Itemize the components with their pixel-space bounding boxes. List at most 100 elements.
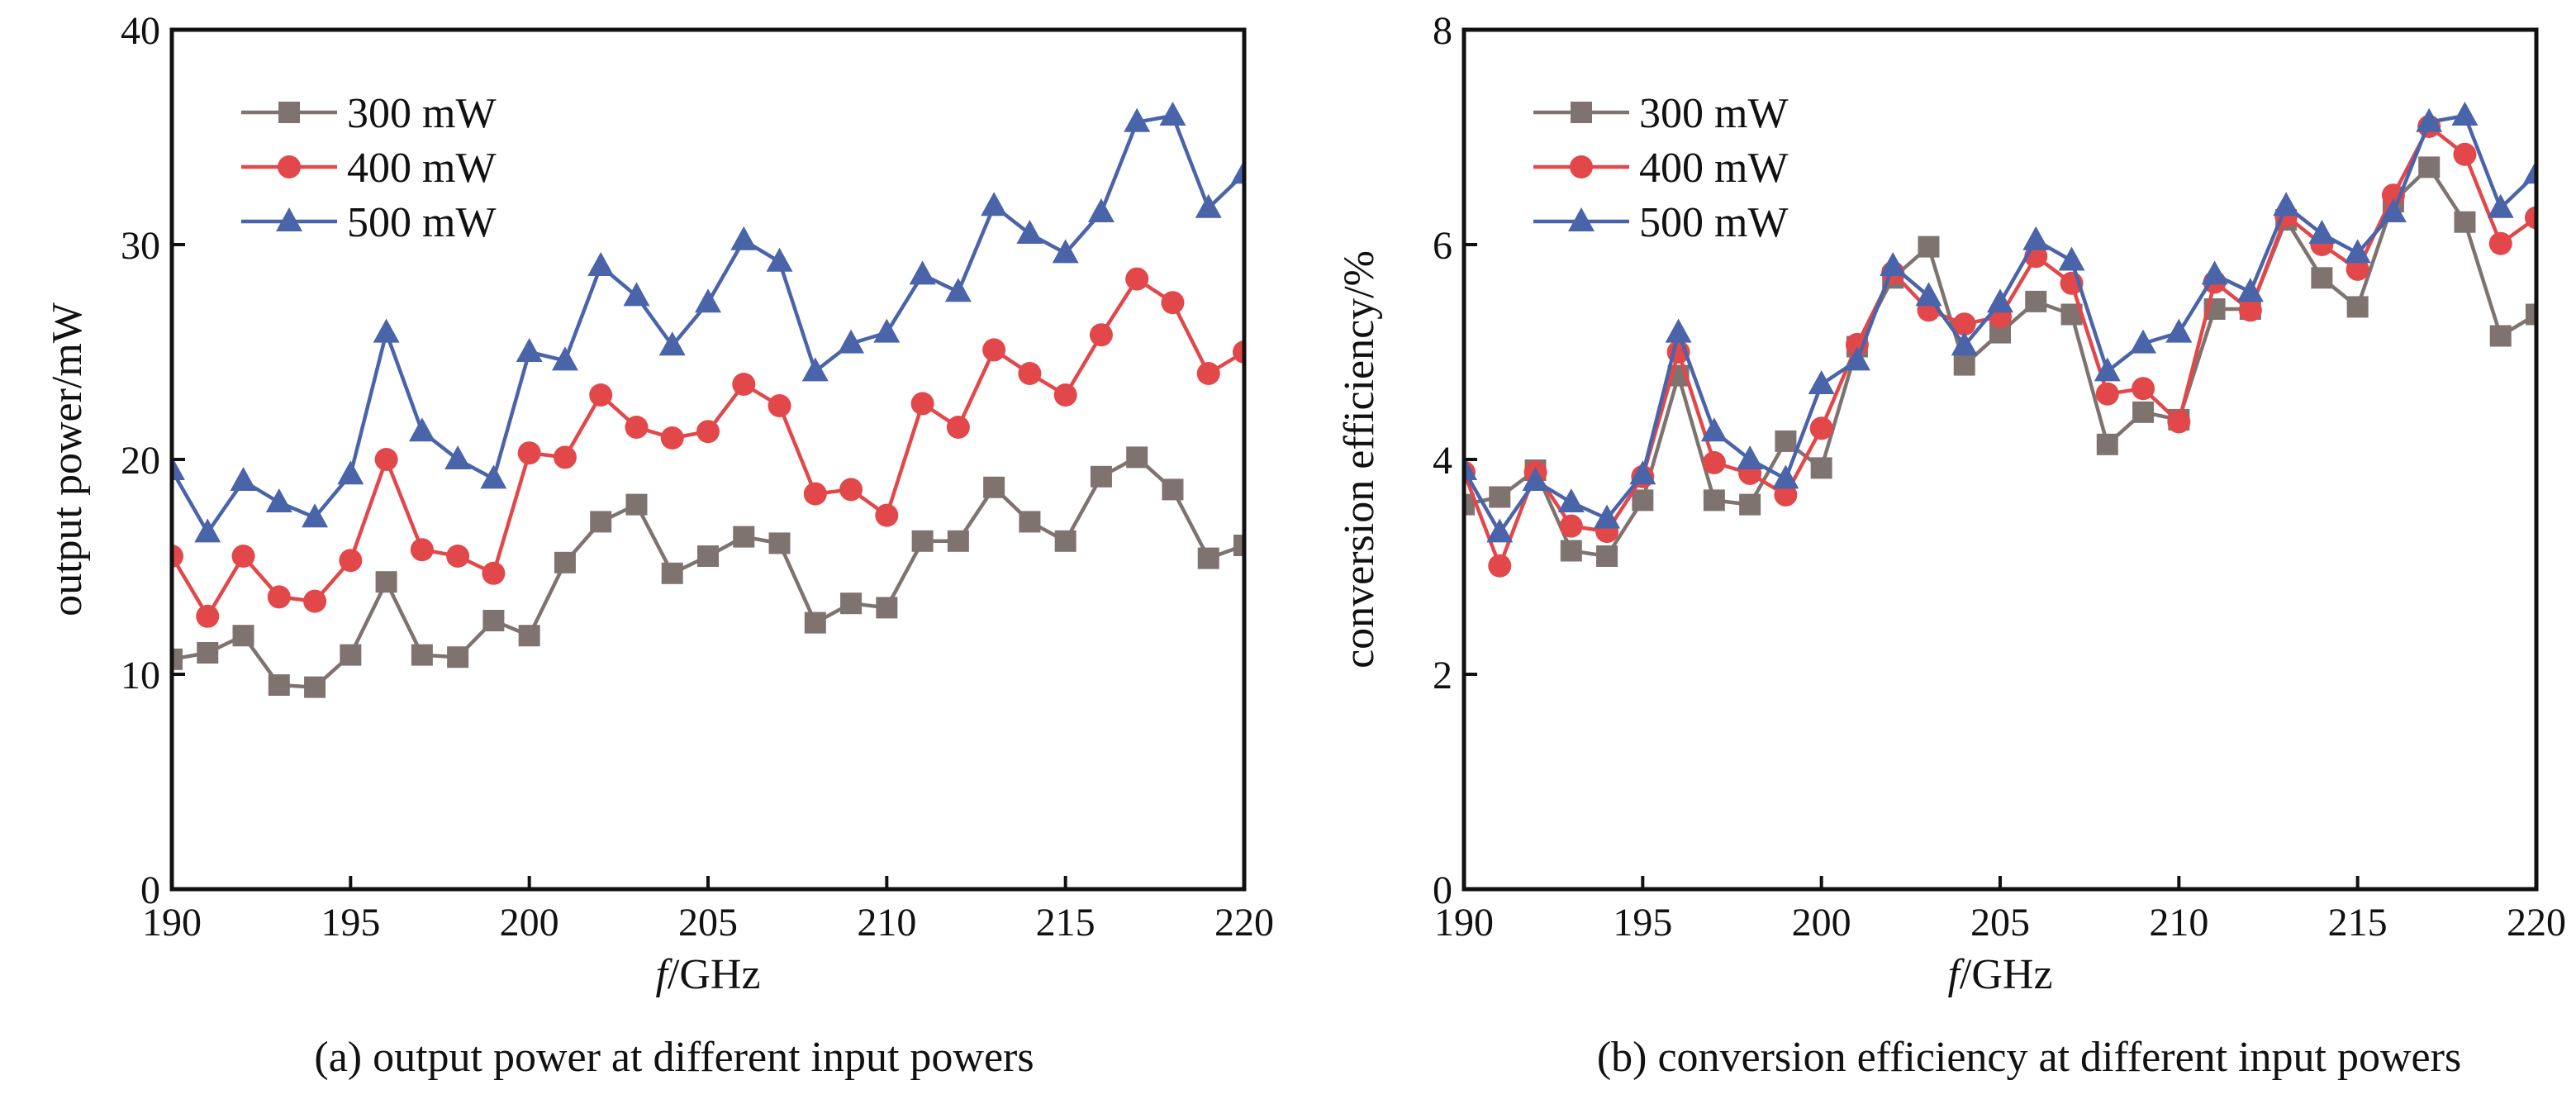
data-point bbox=[625, 493, 648, 516]
data-point bbox=[1987, 288, 2013, 313]
data-point bbox=[1231, 159, 1244, 184]
data-point bbox=[482, 610, 505, 631]
x-tick-label: 190 bbox=[1434, 901, 1494, 945]
legend-label: 500 mW bbox=[347, 199, 497, 246]
data-point bbox=[1090, 465, 1112, 488]
data-point bbox=[1810, 457, 1832, 479]
x-tick-label: 215 bbox=[2328, 901, 2388, 945]
data-point bbox=[1700, 417, 1728, 442]
chart-caption: (a) output power at different input powe… bbox=[314, 1034, 1034, 1081]
x-axis-label: f/GHz bbox=[655, 951, 760, 998]
x-tick-label: 195 bbox=[1613, 901, 1672, 945]
data-point bbox=[553, 445, 577, 469]
series-line bbox=[172, 455, 1244, 689]
data-point bbox=[2025, 290, 2047, 312]
data-point bbox=[1016, 220, 1043, 244]
data-point bbox=[1775, 430, 1797, 452]
data-point bbox=[2130, 329, 2157, 354]
data-point bbox=[658, 331, 686, 356]
data-point bbox=[2451, 102, 2479, 126]
data-point bbox=[1951, 331, 1978, 356]
x-tick-label: 195 bbox=[321, 901, 380, 945]
data-point bbox=[1196, 362, 1220, 385]
data-point bbox=[2201, 260, 2228, 285]
data-point bbox=[194, 518, 221, 543]
data-point bbox=[2094, 357, 2121, 382]
y-tick-label: 10 bbox=[121, 654, 160, 697]
data-point bbox=[909, 260, 936, 285]
x-tick-label: 215 bbox=[1036, 901, 1096, 945]
data-point bbox=[1843, 346, 1870, 371]
data-point bbox=[2345, 257, 2369, 281]
data-point bbox=[1089, 323, 1113, 347]
plot-frame bbox=[169, 27, 1247, 892]
data-point bbox=[1737, 445, 1764, 469]
data-point bbox=[1739, 493, 1761, 516]
data-point bbox=[517, 441, 541, 465]
data-point bbox=[268, 674, 290, 696]
x-tick-label: 205 bbox=[1970, 901, 2030, 945]
data-point bbox=[267, 585, 291, 609]
y-tick-label: 0 bbox=[140, 868, 160, 912]
data-point bbox=[518, 625, 540, 647]
data-point bbox=[2165, 318, 2193, 343]
data-point bbox=[911, 530, 934, 552]
data-point bbox=[304, 676, 326, 698]
data-point bbox=[2095, 382, 2119, 406]
data-point bbox=[2488, 231, 2512, 255]
data-point bbox=[1488, 554, 1512, 578]
legend: 300 mW 400 mW 500 mW bbox=[1533, 90, 1789, 246]
data-point bbox=[946, 416, 970, 439]
data-point bbox=[873, 318, 901, 343]
data-point bbox=[303, 589, 327, 613]
data-point bbox=[1880, 252, 1907, 276]
legend-label: 300 mW bbox=[1639, 90, 1789, 137]
legend-label: 500 mW bbox=[1639, 199, 1789, 246]
data-point bbox=[1233, 535, 1244, 556]
data-point bbox=[1486, 518, 1514, 543]
data-point bbox=[839, 478, 863, 502]
data-point bbox=[695, 288, 721, 313]
data-point bbox=[1018, 362, 1042, 385]
y-tick-label: 20 bbox=[121, 439, 160, 483]
data-point bbox=[981, 192, 1008, 217]
data-point bbox=[447, 646, 469, 669]
data-point bbox=[2058, 246, 2085, 271]
data-point bbox=[1464, 456, 1477, 480]
x-tick-label: 220 bbox=[2507, 901, 2566, 945]
data-point bbox=[551, 346, 578, 371]
legend-marker bbox=[1570, 155, 1593, 178]
data-point bbox=[875, 503, 899, 527]
data-point bbox=[2273, 192, 2300, 217]
data-point bbox=[625, 416, 649, 439]
data-point bbox=[231, 545, 255, 568]
data-point bbox=[2416, 107, 2443, 132]
data-point bbox=[1629, 460, 1656, 485]
data-point bbox=[2096, 433, 2118, 455]
data-point bbox=[339, 549, 363, 573]
plot-frame bbox=[1461, 27, 2539, 892]
data-point bbox=[768, 532, 791, 554]
data-point bbox=[1197, 547, 1219, 569]
data-point bbox=[374, 448, 398, 471]
data-point bbox=[1808, 370, 1835, 394]
data-point bbox=[2132, 377, 2155, 401]
data-point bbox=[2418, 156, 2441, 178]
data-point bbox=[732, 373, 756, 396]
data-point bbox=[1594, 504, 1621, 529]
data-point bbox=[2311, 267, 2333, 289]
x-tick-label: 190 bbox=[142, 901, 202, 945]
data-point bbox=[2344, 239, 2371, 264]
data-point bbox=[1559, 514, 1583, 538]
series-0 bbox=[172, 446, 1244, 698]
series-1 bbox=[172, 267, 1244, 628]
data-point bbox=[1159, 102, 1186, 126]
data-point bbox=[1124, 107, 1151, 132]
x-tick-label: 210 bbox=[2149, 901, 2208, 945]
data-point bbox=[1560, 540, 1582, 562]
legend-marker bbox=[276, 207, 302, 231]
legend-marker bbox=[278, 155, 301, 178]
data-point bbox=[947, 530, 969, 552]
data-point bbox=[876, 597, 898, 619]
data-point bbox=[803, 482, 827, 506]
